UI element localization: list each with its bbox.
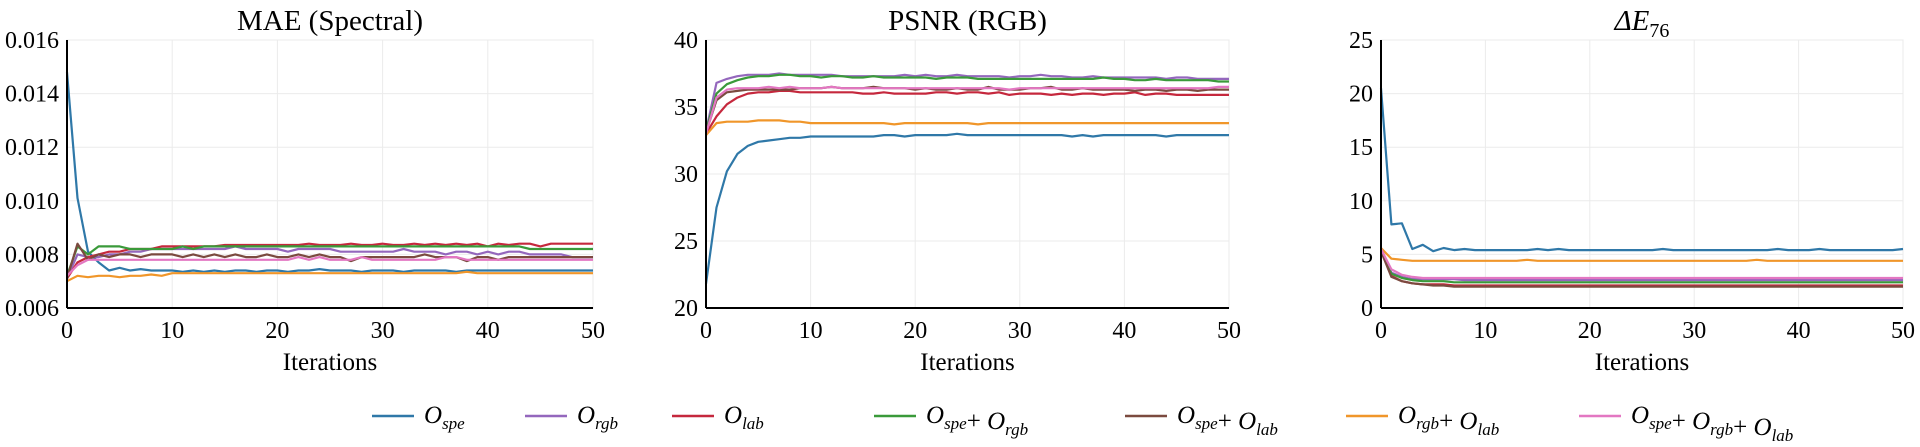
series-line-spe bbox=[65, 72, 593, 273]
chart-title: ΔE76 bbox=[1614, 5, 1670, 42]
chart-title: PSNR (RGB) bbox=[888, 5, 1047, 37]
series-line-spe_rgb_lab bbox=[704, 85, 1229, 135]
x-tick-label: 10 bbox=[160, 318, 184, 344]
y-tick-label: 40 bbox=[674, 28, 698, 54]
legend: Ospe Orgb Olab Ospe+ Orgb Ospe+ Olab Orgb+ Ol… bbox=[372, 402, 1793, 445]
x-axis-label: Iterations bbox=[920, 349, 1014, 376]
x-tick-label: 0 bbox=[61, 318, 73, 344]
series-line-spe_rgb bbox=[704, 73, 1229, 132]
chart-2: 0 10 20 30 40 50 20 25 30 35 40 Iterations PSNR (RGB… bbox=[674, 5, 1241, 376]
y-tick-label: 5 bbox=[1361, 242, 1373, 268]
charts-layer: 0 10 20 30 40 500.0060.0080.0100.0120.0140.01… bbox=[5, 5, 1915, 376]
legend-label: Ospe+ Olab bbox=[1177, 402, 1278, 439]
series-line-spe_rgb_lab bbox=[66, 256, 593, 277]
legend-label: Olab bbox=[724, 402, 764, 433]
y-tick-label: 25 bbox=[674, 229, 698, 255]
legend-entry-lab: Olab bbox=[672, 402, 764, 433]
x-tick-label: 50 bbox=[1891, 318, 1915, 344]
series-line-spe_lab bbox=[704, 85, 1229, 133]
y-tick-label: 0.008 bbox=[5, 242, 59, 268]
series-line-rgb bbox=[1379, 248, 1903, 282]
legend-entry-spe_rgb: Ospe+ Orgb bbox=[874, 402, 1028, 439]
x-axis-label: Iterations bbox=[283, 349, 377, 376]
y-tick-label: 25 bbox=[1349, 28, 1373, 54]
series-line-rgb_lab bbox=[66, 270, 593, 283]
legend-entry-spe_rgb_lab: Ospe+ Orgb+ Olab bbox=[1579, 402, 1793, 445]
legend-entry-rgb_lab: Orgb+ Olab bbox=[1346, 402, 1499, 439]
y-tick-label: 15 bbox=[1349, 135, 1373, 161]
plot-area bbox=[66, 39, 594, 309]
legend-entry-spe_lab: Ospe+ Olab bbox=[1125, 402, 1278, 439]
series-line-spe_rgb bbox=[65, 245, 593, 277]
x-tick-label: 50 bbox=[1217, 318, 1241, 344]
y-tick-label: 0.016 bbox=[5, 28, 59, 54]
x-tick-label: 0 bbox=[1375, 318, 1387, 344]
x-tick-label: 20 bbox=[265, 318, 289, 344]
y-tick-label: 30 bbox=[674, 162, 698, 188]
series-line-spe bbox=[704, 132, 1229, 285]
chart-title: MAE (Spectral) bbox=[237, 5, 423, 37]
series-line-rgb_lab bbox=[1380, 247, 1903, 262]
legend-entry-spe: Ospe bbox=[372, 402, 465, 433]
x-tick-label: 40 bbox=[476, 318, 500, 344]
legend-label: Orgb+ Olab bbox=[1398, 402, 1499, 439]
y-tick-label: 0.010 bbox=[5, 189, 59, 215]
legend-entry-rgb: Orgb bbox=[525, 402, 618, 433]
x-axis-label: Iterations bbox=[1595, 349, 1689, 376]
series-line-lab bbox=[705, 89, 1229, 135]
y-tick-label: 20 bbox=[1349, 82, 1373, 108]
legend-label: Orgb bbox=[577, 402, 618, 433]
x-tick-label: 30 bbox=[371, 318, 395, 344]
legend-label: Ospe+ Orgb bbox=[926, 402, 1028, 439]
x-tick-label: 40 bbox=[1112, 318, 1136, 344]
y-tick-label: 35 bbox=[674, 95, 698, 121]
plot-area bbox=[1380, 39, 1904, 309]
y-tick-label: 0.014 bbox=[5, 82, 59, 108]
x-tick-label: 10 bbox=[799, 318, 823, 344]
y-tick-label: 10 bbox=[1349, 189, 1373, 215]
x-tick-label: 50 bbox=[581, 318, 605, 344]
y-tick-label: 0 bbox=[1361, 296, 1373, 322]
y-tick-label: 20 bbox=[674, 296, 698, 322]
x-tick-label: 20 bbox=[1578, 318, 1602, 344]
series-line-spe bbox=[1379, 88, 1904, 253]
series-line-rgb_lab bbox=[705, 119, 1229, 136]
series-line-spe_lab bbox=[1379, 250, 1903, 288]
legend-label: Ospe+ Orgb+ Olab bbox=[1631, 402, 1793, 445]
chart-title-subscript: 76 bbox=[1649, 20, 1669, 42]
y-tick-label: 0.006 bbox=[5, 296, 59, 322]
chart-1: 0 10 20 30 40 50 0.006 0.008 0.010 0.012 0.014 0.01… bbox=[5, 5, 605, 376]
x-tick-label: 30 bbox=[1008, 318, 1032, 344]
chart-title-main: ΔE bbox=[1614, 5, 1650, 37]
y-tick-label: 0.012 bbox=[5, 135, 59, 161]
x-tick-label: 40 bbox=[1787, 318, 1811, 344]
legend-label: Ospe bbox=[424, 402, 465, 433]
series-line-spe_lab bbox=[65, 242, 593, 279]
series-line-spe_rgb_lab bbox=[1380, 248, 1903, 280]
x-tick-label: 0 bbox=[700, 318, 712, 344]
x-tick-label: 30 bbox=[1682, 318, 1706, 344]
x-tick-label: 20 bbox=[903, 318, 927, 344]
x-tick-label: 10 bbox=[1473, 318, 1497, 344]
chart-3: 0 10 20 30 40 50 0 5 10 15 20 25 Iterations ΔE76 bbox=[1349, 5, 1915, 376]
series-line-spe_rgb bbox=[1379, 249, 1903, 284]
